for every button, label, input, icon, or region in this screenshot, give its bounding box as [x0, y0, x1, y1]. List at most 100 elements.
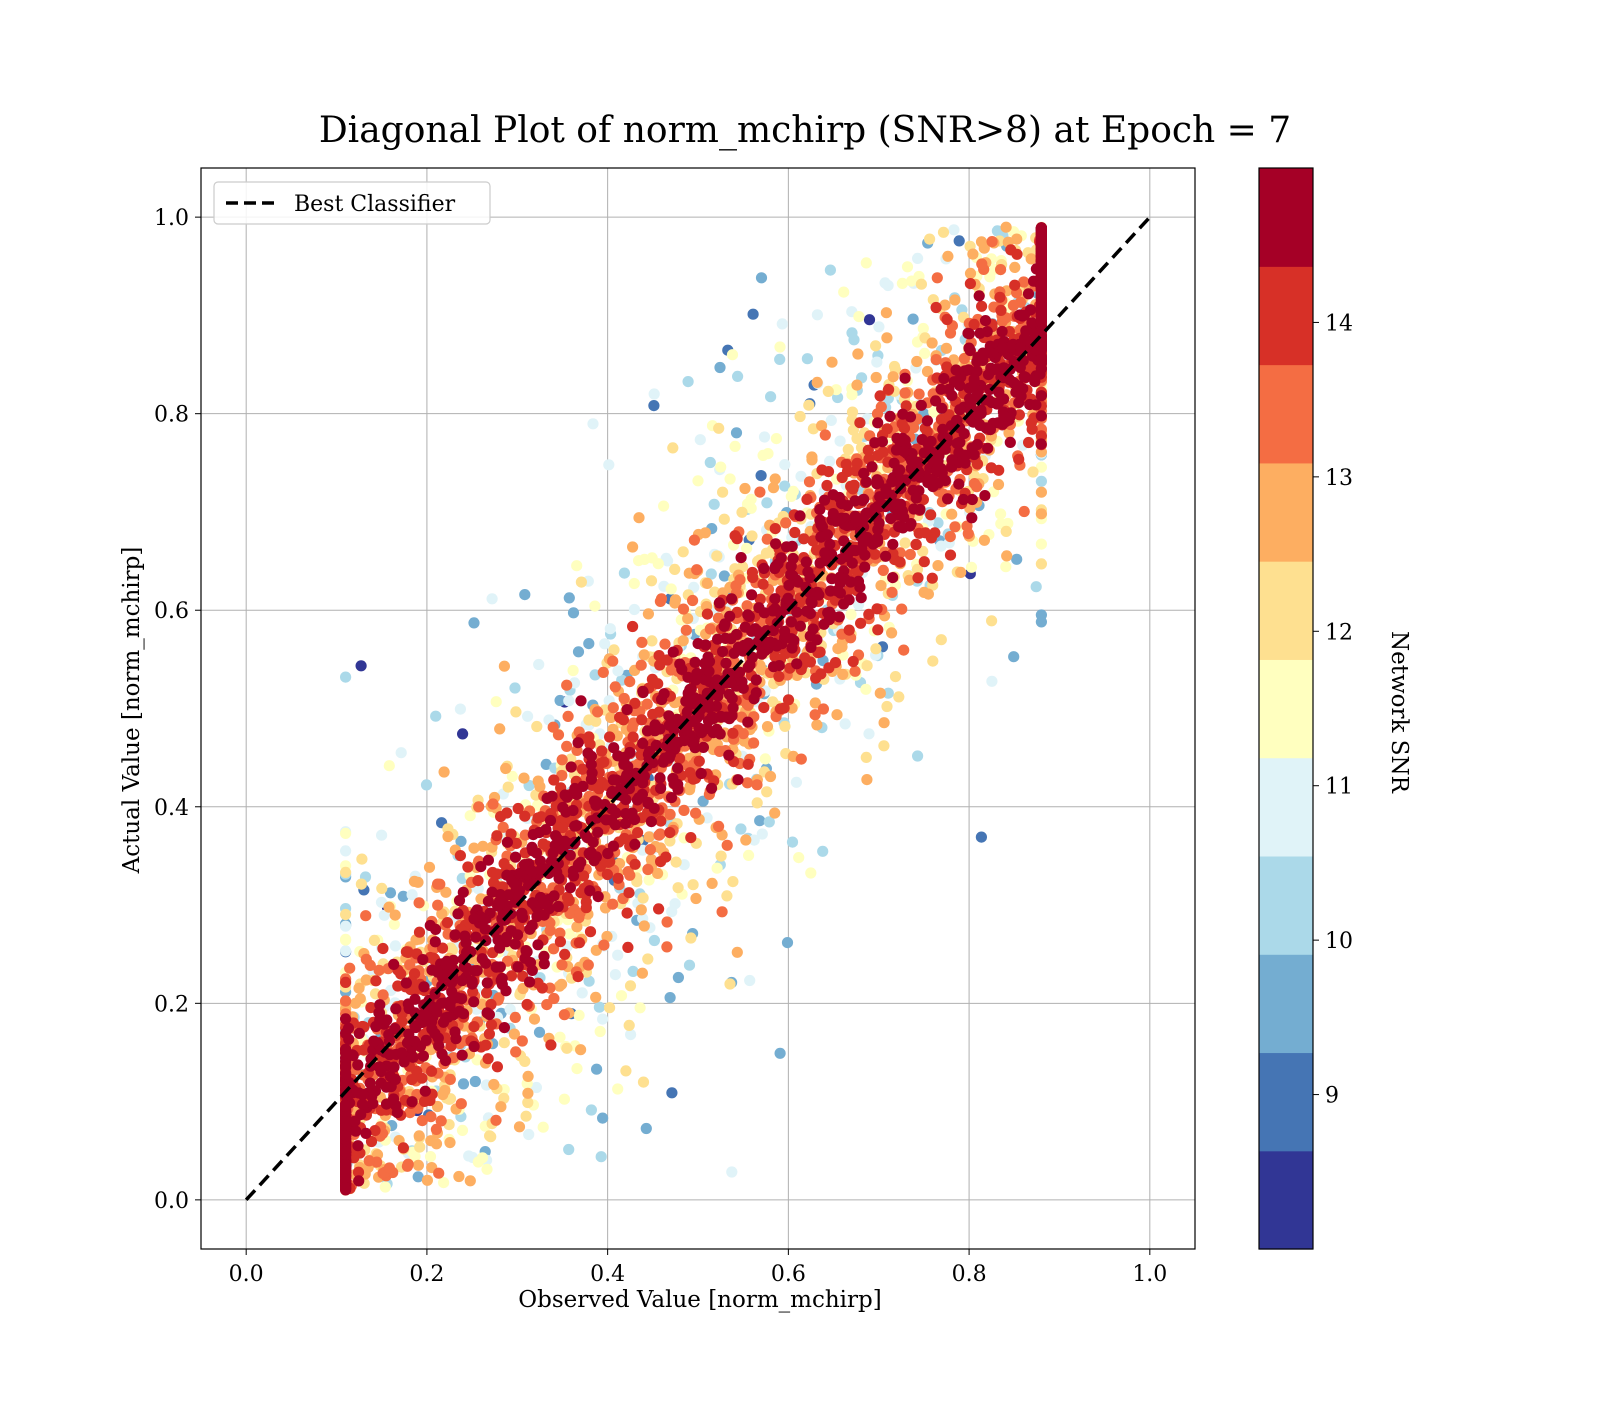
scatter-point [619, 568, 630, 579]
scatter-point [653, 903, 664, 914]
scatter-point [500, 763, 511, 774]
scatter-point [760, 753, 771, 764]
scatter-point [791, 658, 802, 669]
scatter-point [561, 680, 572, 691]
scatter-point [987, 236, 998, 247]
scatter-point [746, 589, 757, 600]
scatter-point [765, 391, 776, 402]
scatter-point [491, 696, 502, 707]
scatter-point [1036, 609, 1047, 620]
y-tick-label: 0.6 [154, 599, 189, 624]
scatter-point [592, 827, 603, 838]
scatter-point [510, 1046, 521, 1057]
scatter-point [421, 1035, 432, 1046]
scatter-point [995, 264, 1006, 275]
scatter-point [340, 867, 351, 878]
scatter-point [885, 513, 896, 524]
scatter-point [1029, 376, 1040, 387]
scatter-point [486, 1019, 497, 1030]
scatter-point [805, 867, 816, 878]
scatter-point [652, 678, 663, 689]
scatter-point [814, 515, 825, 526]
scatter-point [779, 721, 790, 732]
scatter-point [853, 576, 864, 587]
scatter-point [361, 974, 372, 985]
scatter-point [870, 340, 881, 351]
scatter-point [1027, 424, 1038, 435]
scatter-point [356, 854, 367, 865]
scatter-point [390, 1003, 401, 1014]
scatter-point [586, 774, 597, 785]
scatter-point [768, 482, 779, 493]
scatter-point [340, 995, 351, 1006]
scatter-point [824, 456, 835, 467]
scatter-point [922, 415, 933, 426]
scatter-point [514, 1121, 525, 1132]
scatter-point [672, 763, 683, 774]
scatter-point [795, 411, 806, 422]
scatter-point [647, 552, 658, 563]
scatter-point [637, 968, 648, 979]
scatter-point [900, 373, 911, 384]
scatter-point [886, 627, 897, 638]
x-tick-label: 0.8 [952, 1262, 987, 1287]
scatter-point [499, 661, 510, 672]
scatter-point [340, 828, 351, 839]
scatter-point [494, 723, 505, 734]
scatter-point [499, 1022, 510, 1033]
y-tick-label: 0.8 [154, 403, 189, 428]
scatter-point [646, 575, 657, 586]
scatter-point [426, 1023, 437, 1034]
scatter-point [421, 779, 432, 790]
scatter-point [533, 659, 544, 670]
scatter-point [965, 268, 976, 279]
scatter-point [360, 1128, 371, 1139]
scatter-point [531, 847, 542, 858]
scatter-point [725, 473, 736, 484]
scatter-point [837, 472, 848, 483]
scatter-point [770, 593, 781, 604]
scatter-point [854, 417, 865, 428]
scatter-point [757, 828, 768, 839]
scatter-point [500, 985, 511, 996]
scatter-point [872, 624, 883, 635]
scatter-point [844, 594, 855, 605]
scatter-point [875, 688, 886, 699]
scatter-point [453, 1171, 464, 1182]
scatter-point [914, 504, 925, 515]
scatter-point [731, 427, 742, 438]
scatter-point [524, 976, 535, 987]
scatter-point [401, 946, 412, 957]
scatter-point [942, 493, 953, 504]
scatter-point [623, 887, 634, 898]
scatter-point [384, 760, 395, 771]
scatter-point [495, 1101, 506, 1112]
scatter-point [396, 747, 407, 758]
scatter-point [573, 646, 584, 657]
scatter-point [707, 878, 718, 889]
scatter-point [646, 635, 657, 646]
scatter-point [612, 665, 623, 676]
scatter-point [900, 387, 911, 398]
scatter-point [340, 909, 351, 920]
scatter-point [653, 830, 664, 841]
scatter-point [484, 1028, 495, 1039]
scatter-point [356, 660, 367, 671]
x-tick-label: 0.2 [409, 1262, 444, 1287]
scatter-point [732, 947, 743, 958]
scatter-point [597, 1014, 608, 1025]
scatter-point [775, 703, 786, 714]
scatter-point [668, 647, 679, 658]
scatter-point [892, 466, 903, 477]
scatter-point [696, 727, 707, 738]
scatter-point [599, 638, 610, 649]
scatter-point [847, 407, 858, 418]
scatter-point [548, 993, 559, 1004]
scatter-point [719, 514, 730, 525]
scatter-point [783, 580, 794, 591]
scatter-point [811, 719, 822, 730]
scatter-point [377, 943, 388, 954]
scatter-point [844, 625, 855, 636]
scatter-point [1023, 288, 1034, 299]
chart-title: Diagonal Plot of norm_mchirp (SNR>8) at … [319, 110, 1291, 151]
